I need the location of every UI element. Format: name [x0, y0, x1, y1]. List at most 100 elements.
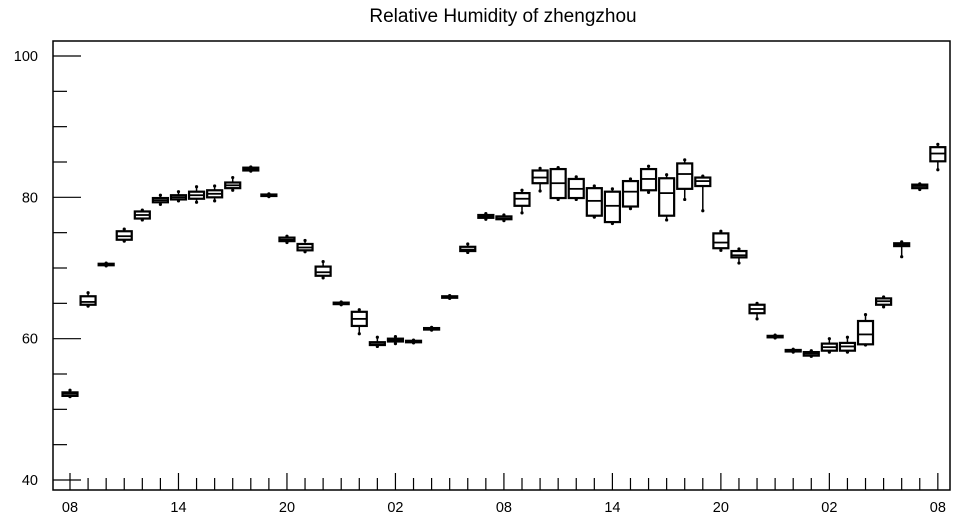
box-max-marker [68, 388, 72, 392]
box-max-marker [936, 142, 940, 146]
box-body [314, 265, 332, 277]
x-tick-label: 20 [713, 500, 729, 516]
box-max-marker [194, 185, 199, 189]
box-max-marker [176, 190, 181, 194]
box [766, 333, 784, 340]
box-min-marker [755, 317, 759, 321]
box-max-marker [574, 175, 578, 179]
box-max-marker [231, 175, 235, 180]
box-max-marker [140, 208, 144, 212]
box-min-marker [556, 197, 560, 202]
box [549, 166, 567, 202]
box-body [621, 179, 640, 208]
box-min-marker [809, 354, 813, 358]
box-max-marker [538, 166, 542, 170]
box-min-marker [701, 209, 705, 213]
box-min-marker [267, 195, 271, 199]
box-body [585, 187, 603, 217]
box-max-marker [448, 293, 452, 298]
box-min-marker [918, 187, 922, 192]
box-max-marker [430, 325, 434, 329]
box [838, 335, 857, 354]
box-max-marker [411, 338, 416, 342]
box-min-marker [683, 197, 687, 202]
box-min-marker [845, 350, 850, 354]
box-max-marker [773, 333, 777, 337]
box [314, 260, 332, 280]
box [893, 240, 911, 259]
box-body [730, 249, 748, 259]
box [459, 242, 477, 255]
box-max-marker [918, 182, 922, 186]
box-body [712, 232, 730, 250]
box-min-marker [665, 218, 669, 222]
box [477, 211, 495, 221]
box-max-marker [375, 335, 379, 339]
box-max-marker [863, 313, 868, 317]
box-max-marker [845, 335, 850, 339]
box-max-marker [520, 188, 524, 192]
box-min-marker [900, 255, 904, 259]
chart-title: Relative Humidity of zhengzhou [369, 6, 636, 27]
box-min-marker [466, 250, 470, 255]
box [621, 177, 640, 211]
box-min-marker [827, 350, 831, 354]
box [802, 349, 820, 358]
box-max-marker [285, 234, 289, 238]
box [658, 173, 676, 222]
box [79, 291, 97, 308]
box [224, 175, 242, 192]
box [278, 234, 296, 245]
box-min-marker [719, 248, 723, 252]
x-axis: 08 14 20 02 08 14 20 02 08 [62, 473, 946, 516]
box-body [676, 162, 694, 190]
box [929, 142, 947, 172]
box-max-marker [701, 174, 705, 178]
box-max-marker [882, 295, 886, 299]
box-min-marker [882, 305, 886, 309]
box-max-marker [466, 242, 470, 246]
box-min-marker [502, 219, 506, 223]
box [332, 300, 350, 307]
box [874, 295, 893, 309]
box-min-marker [538, 189, 542, 193]
box-min-marker [628, 207, 633, 211]
box-min-marker [791, 350, 795, 354]
x-tick-label: 14 [604, 500, 620, 516]
box-body [603, 190, 622, 224]
box-min-marker [646, 190, 651, 194]
box-min-marker [610, 221, 615, 226]
box [115, 227, 133, 243]
box-max-marker [900, 240, 904, 244]
box-max-marker [592, 184, 596, 188]
box-min-marker [231, 188, 235, 192]
box-max-marker [610, 187, 615, 191]
box [423, 325, 441, 332]
x-tick-label: 08 [62, 500, 78, 516]
x-tick-label: 20 [279, 500, 295, 516]
box-max-marker [393, 334, 398, 339]
box-min-marker [484, 217, 488, 221]
box-min-marker [357, 332, 361, 336]
box [603, 187, 622, 226]
x-tick-label: 08 [496, 500, 512, 516]
box [639, 164, 658, 194]
box [386, 334, 405, 346]
box [187, 185, 206, 204]
box-min-marker [375, 344, 379, 349]
box-min-marker [737, 261, 741, 265]
box [730, 247, 748, 265]
box-max-marker [791, 347, 795, 351]
box-max-marker [267, 192, 271, 196]
box-max-marker [249, 165, 253, 169]
box-body [79, 295, 97, 306]
box [820, 337, 838, 354]
box-max-marker [646, 164, 651, 168]
box-min-marker [140, 218, 144, 222]
box [242, 165, 260, 173]
box-max-marker [827, 337, 831, 341]
box-min-marker [936, 168, 940, 172]
box-max-marker [213, 184, 217, 188]
box-max-marker [303, 238, 307, 243]
